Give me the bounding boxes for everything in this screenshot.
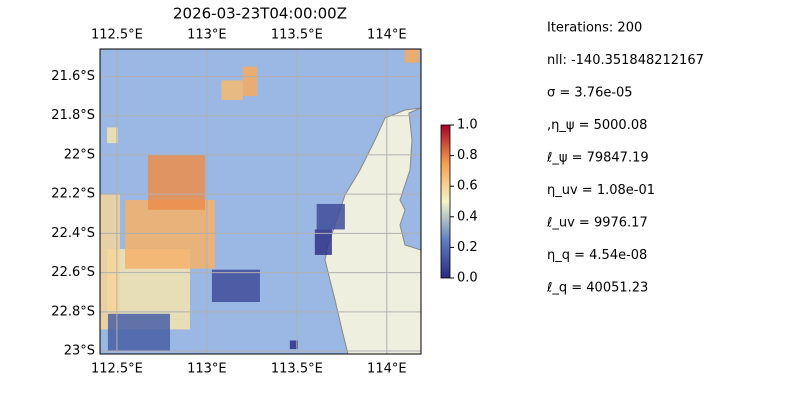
data-cell [211, 269, 260, 303]
parameter-text: Iterations: 200 [547, 21, 642, 36]
data-cell [100, 194, 120, 330]
data-cell [242, 66, 258, 97]
data-cell [107, 127, 118, 144]
colorbar-tick-label: 1.0 [457, 118, 478, 133]
colorbar-tick-label: 0.4 [457, 209, 478, 224]
y-tick-label: 23°S [64, 344, 95, 359]
parameter-text: nll: -140.351848212167 [547, 53, 704, 68]
colorbar [440, 124, 451, 279]
data-cell [125, 200, 215, 269]
colorbar-tick-label: 0.8 [457, 148, 478, 163]
data-cell [314, 229, 332, 255]
parameter-text: ,η_ψ = 5000.08 [547, 118, 647, 133]
y-tick-label: 22.6°S [51, 265, 95, 280]
y-tick-label: 21.8°S [51, 108, 95, 123]
data-cell [404, 49, 420, 63]
colorbar-tick-label: 0.0 [457, 271, 478, 286]
x-tick-label-bottom: 112.5°E [91, 362, 143, 377]
data-cell [316, 203, 345, 230]
x-tick-label-top: 113°E [187, 28, 227, 43]
y-tick-label: 22.8°S [51, 304, 95, 319]
x-tick-label-bottom: 113°E [187, 362, 227, 377]
x-tick-label-top: 112.5°E [91, 28, 143, 43]
parameter-text: ℓ_uv = 9976.17 [546, 216, 648, 231]
parameter-text: ℓ_q = 40051.23 [546, 281, 648, 296]
data-cell [148, 154, 206, 210]
data-cell [221, 80, 243, 100]
parameter-text: ℓ_ψ = 79847.19 [546, 151, 649, 166]
parameter-text: η_uv = 1.08e-01 [547, 183, 655, 198]
x-tick-label-bottom: 113.5°E [271, 362, 323, 377]
parameter-text: η_q = 4.54e-08 [547, 248, 647, 263]
data-cell [289, 340, 298, 350]
y-tick-label: 22.4°S [51, 226, 95, 241]
y-tick-label: 22°S [64, 147, 95, 162]
map-area [100, 49, 421, 354]
x-tick-label-top: 114°E [367, 28, 407, 43]
map-title: 2026-03-23T04:00:00Z [173, 5, 347, 23]
x-tick-label-bottom: 114°E [367, 362, 407, 377]
y-tick-label: 22.2°S [51, 187, 95, 202]
parameter-text: σ = 3.76e-05 [547, 86, 633, 101]
x-tick-label-top: 113.5°E [271, 28, 323, 43]
colorbar-tick-label: 0.2 [457, 240, 478, 255]
data-cell [107, 313, 170, 352]
colorbar-tick-label: 0.6 [457, 179, 478, 194]
map-frame [99, 48, 422, 355]
y-tick-label: 21.6°S [51, 69, 95, 84]
